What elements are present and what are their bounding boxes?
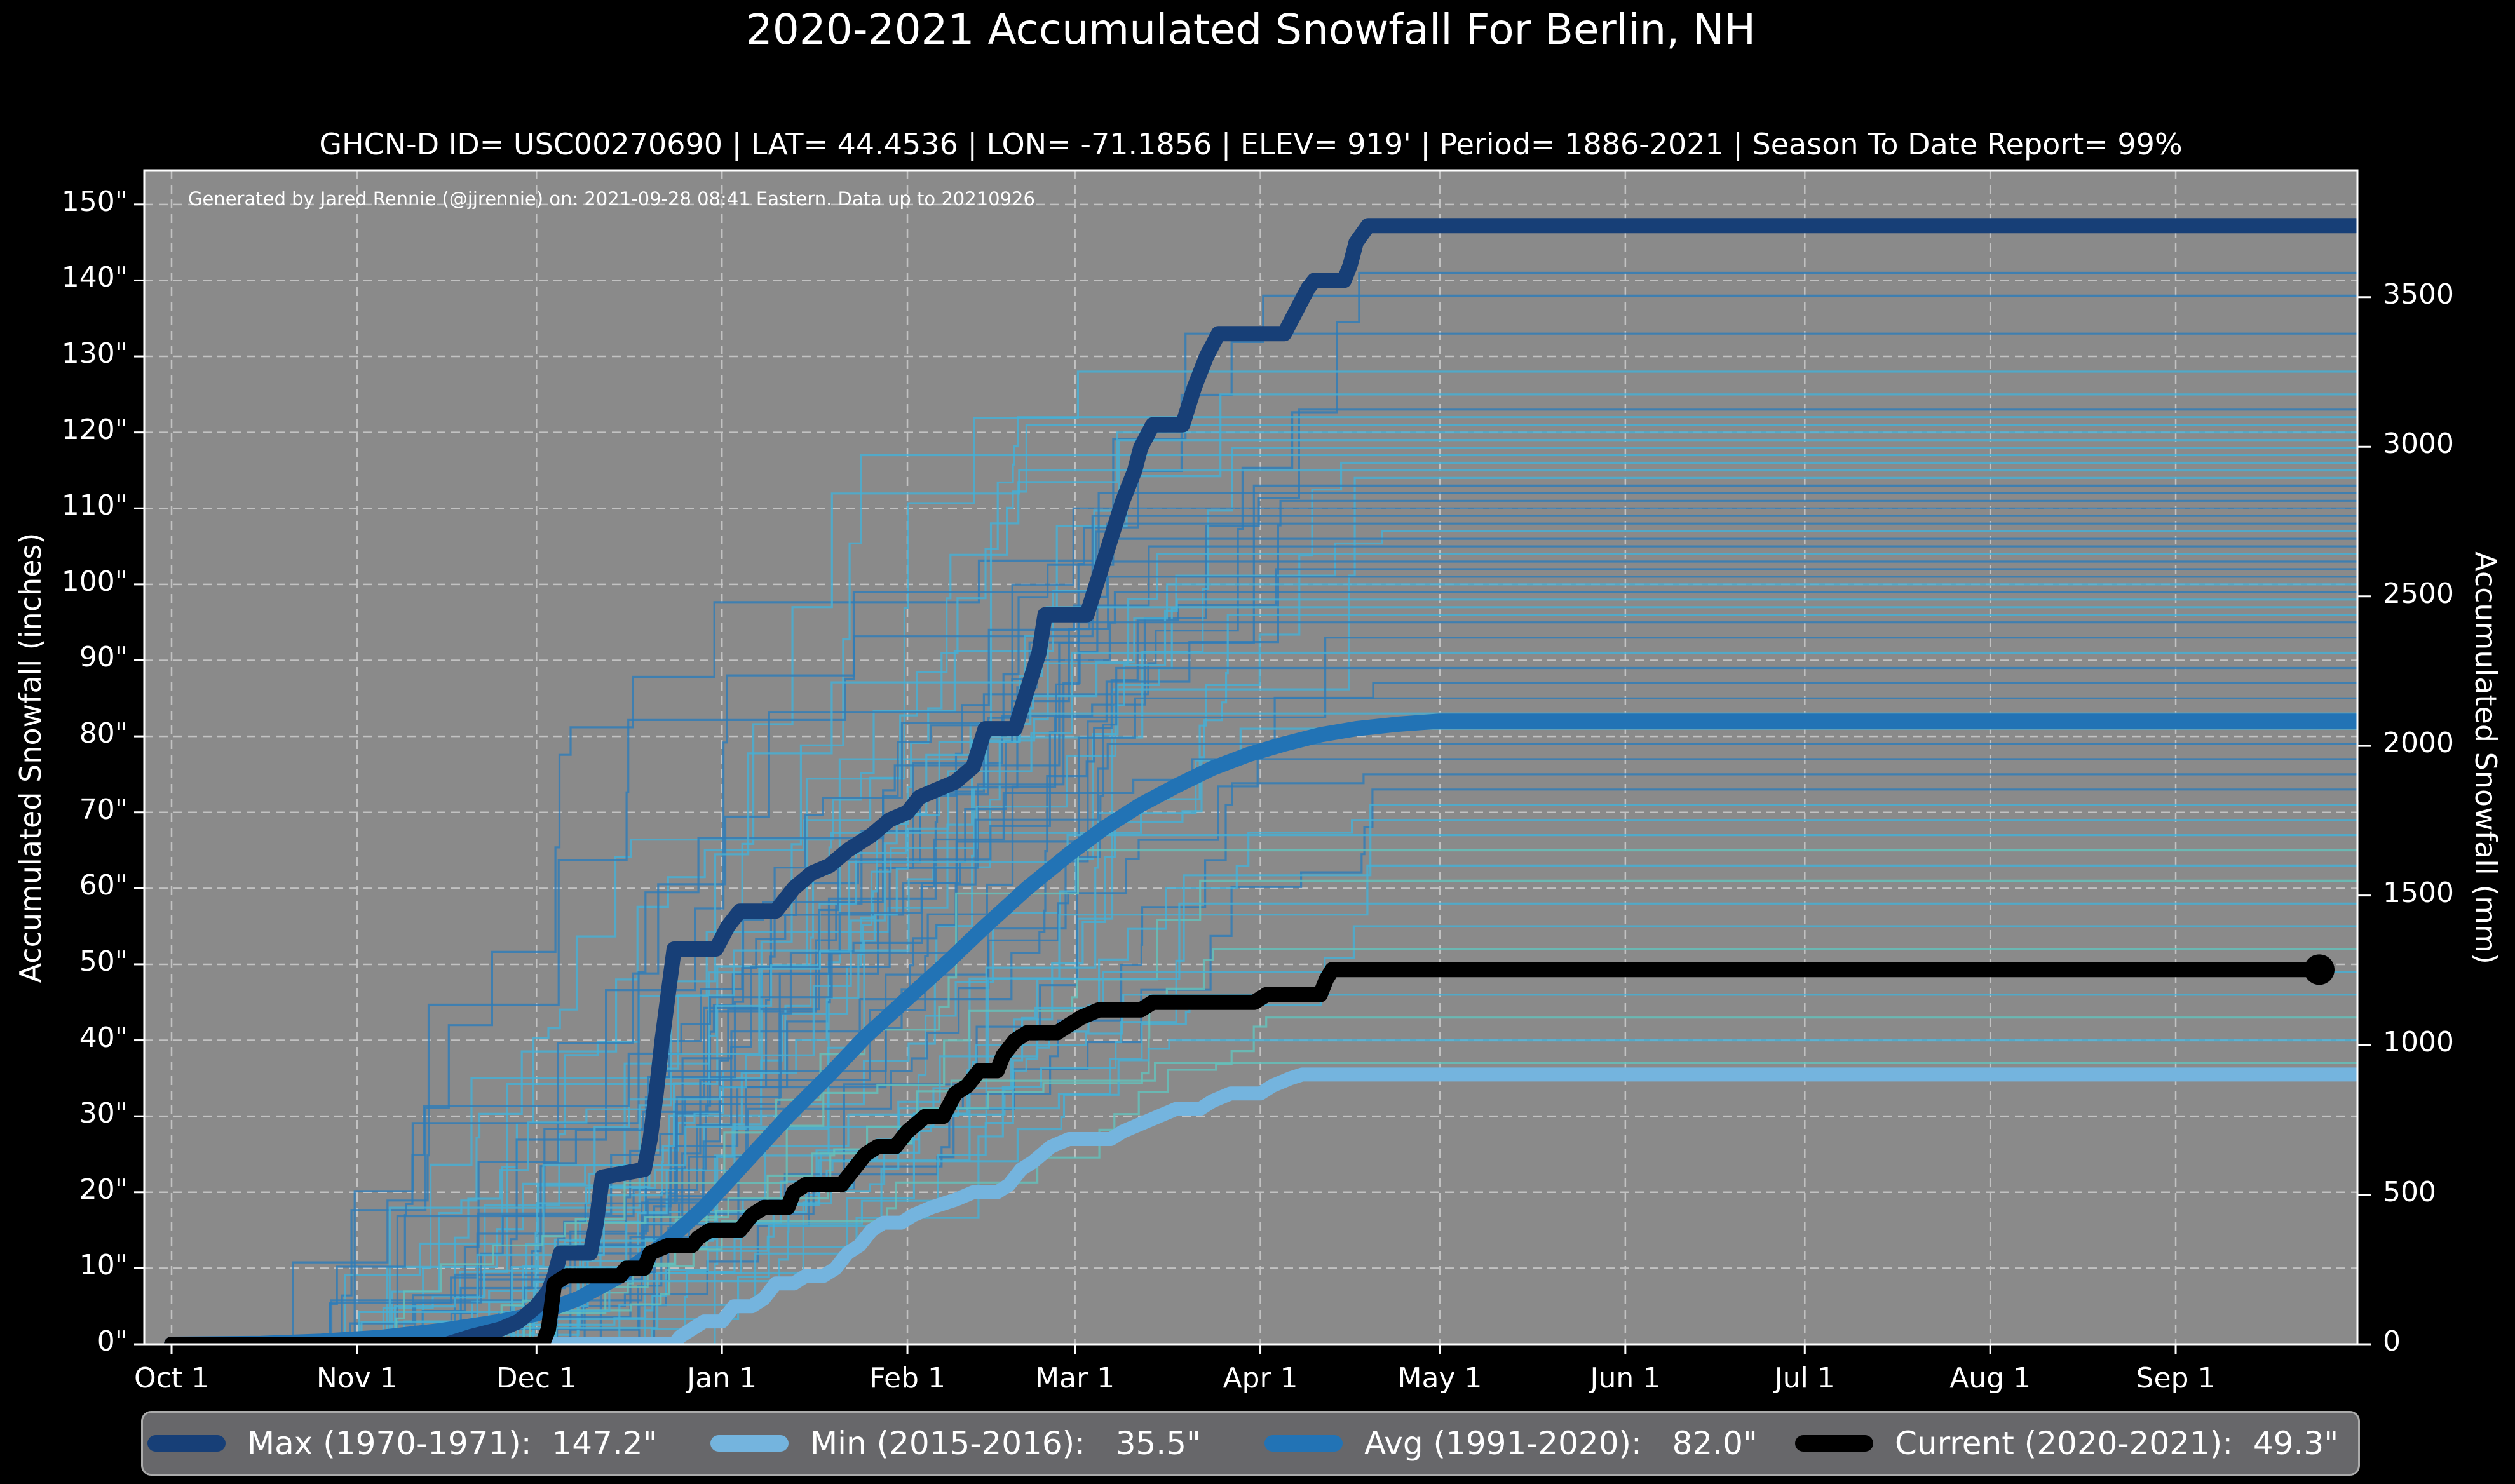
legend-label: Avg (1991-2020): 82.0" <box>1364 1425 1758 1462</box>
legend-label: Max (1970-1971): 147.2" <box>247 1425 658 1462</box>
series-line-max <box>164 218 2357 1344</box>
generated-by-annotation: Generated by Jared Rennie (@jjrennie) on… <box>188 188 1035 210</box>
background-season-line <box>172 598 2357 1344</box>
y-axis-tick-inches: 120" <box>61 413 128 446</box>
y-axis-tick-inches: 60" <box>79 869 128 902</box>
y-axis-tick-mm: 1000 <box>2383 1026 2454 1059</box>
x-axis-tick-month: Nov 1 <box>316 1362 398 1394</box>
legend-item: Current (2020-2021): 49.3" <box>1795 1411 2338 1476</box>
y-axis-tick-inches: 140" <box>61 261 128 294</box>
background-season-line <box>172 439 2357 1344</box>
background-season-line <box>172 819 2357 1344</box>
y-axis-tick-inches: 10" <box>79 1249 128 1282</box>
y-axis-tick-inches: 110" <box>61 489 128 522</box>
background-season-line <box>172 515 2357 1344</box>
legend-item: Min (2015-2016): 35.5" <box>710 1411 1201 1476</box>
plot-spines <box>143 169 2359 1346</box>
x-axis-tick-month: Jul 1 <box>1774 1362 1835 1394</box>
legend-label: Current (2020-2021): 49.3" <box>1895 1425 2339 1462</box>
background-season-line <box>172 1016 2357 1344</box>
x-axis-tick-month: Feb 1 <box>869 1362 946 1394</box>
y-axis-tick-inches: 50" <box>79 945 128 978</box>
y-axis-tick-mm: 0 <box>2383 1325 2401 1358</box>
y-axis-tick-mm: 500 <box>2383 1175 2436 1208</box>
background-season-line <box>172 971 2357 1344</box>
chart-subtitle: GHCN-D ID= USC00270690 | LAT= 44.4536 | … <box>319 127 2183 161</box>
legend-swatch-current <box>1795 1435 1873 1452</box>
y-axis-tick-inches: 150" <box>61 185 128 218</box>
background-season-line <box>172 507 2357 1344</box>
y-axis-tick-inches: 70" <box>79 793 128 826</box>
y-axis-tick-mm: 3000 <box>2383 428 2454 461</box>
legend-swatch-avg <box>1264 1435 1343 1452</box>
series-line-min <box>165 1067 2357 1344</box>
series-line-current <box>164 962 2327 1344</box>
y-axis-tick-mm: 2000 <box>2383 727 2454 760</box>
background-season-line <box>172 773 2357 1344</box>
x-axis-tick-month: May 1 <box>1397 1362 1482 1394</box>
x-axis-tick-month: Sep 1 <box>2136 1362 2216 1394</box>
legend-box <box>141 1411 2360 1476</box>
y-axis-tick-inches: 80" <box>79 717 128 750</box>
y-axis-tick-inches: 40" <box>79 1021 128 1054</box>
y-axis-tick-mm: 3500 <box>2383 278 2454 311</box>
y-axis-tick-inches: 130" <box>61 337 128 370</box>
y-axis-label-inches: Accumulated Snowfall (inches) <box>13 532 48 983</box>
background-season-line <box>172 682 2357 1344</box>
legend-swatch-min <box>710 1435 789 1452</box>
y-axis-tick-inches: 0" <box>97 1325 128 1358</box>
background-season-line <box>172 651 2357 1344</box>
legend-item: Avg (1991-2020): 82.0" <box>1264 1411 1758 1476</box>
y-axis-tick-inches: 30" <box>79 1097 128 1130</box>
legend-item: Max (1970-1971): 147.2" <box>147 1411 658 1476</box>
background-season-line <box>172 370 2357 1344</box>
y-axis-tick-mm: 1500 <box>2383 876 2454 909</box>
background-season-line <box>172 553 2357 1344</box>
x-axis-tick-month: Mar 1 <box>1035 1362 1115 1394</box>
background-season-line <box>172 804 2357 1344</box>
x-axis-tick-month: Jun 1 <box>1590 1362 1661 1394</box>
x-axis-tick-month: Apr 1 <box>1223 1362 1298 1394</box>
chart-title: 2020-2021 Accumulated Snowfall For Berli… <box>745 5 1756 54</box>
y-axis-tick-inches: 20" <box>79 1173 128 1206</box>
legend-label: Min (2015-2016): 35.5" <box>810 1425 1202 1462</box>
background-season-line <box>172 1062 2357 1344</box>
background-season-line <box>172 758 2357 1344</box>
series-end-dot <box>2303 954 2335 985</box>
background-season-line <box>172 393 2357 1344</box>
x-axis-tick-month: Aug 1 <box>1949 1362 2031 1394</box>
x-axis-tick-month: Dec 1 <box>496 1362 577 1394</box>
y-axis-tick-inches: 90" <box>79 641 128 674</box>
x-axis-tick-month: Oct 1 <box>133 1362 210 1394</box>
y-axis-tick-inches: 100" <box>61 565 128 598</box>
y-axis-tick-mm: 2500 <box>2383 577 2454 610</box>
legend-swatch-max <box>147 1435 226 1452</box>
x-axis-tick-month: Jan 1 <box>687 1362 757 1394</box>
